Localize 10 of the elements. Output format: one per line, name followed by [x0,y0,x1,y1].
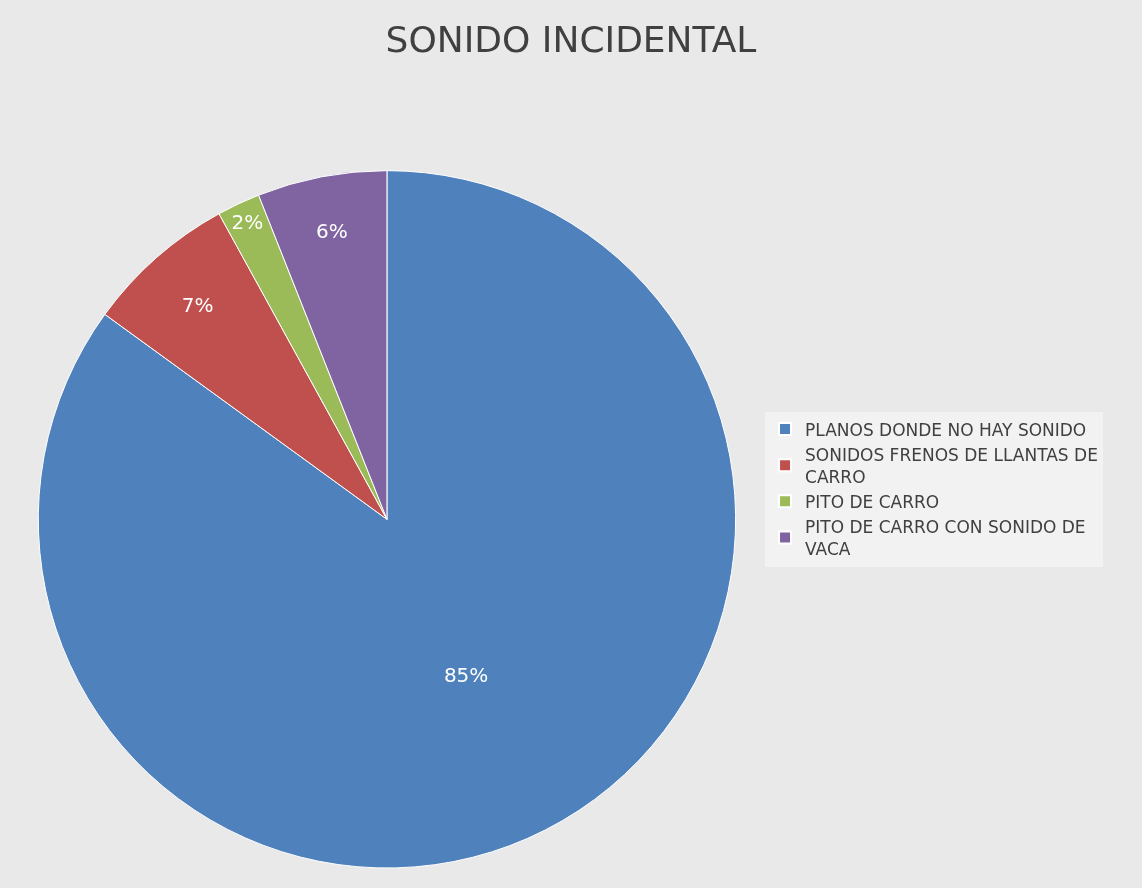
data-label: 85% [443,662,489,687]
chart-title: SONIDO INCIDENTAL [385,18,757,60]
data-label: 6% [316,218,348,243]
data-label: 2% [231,210,264,235]
pie-slice [37,170,736,869]
legend-label: SONIDOS FRENOS DE LLANTAS DE CARRO [805,444,1098,487]
legend-label: PITO DE CARRO [805,491,940,512]
legend-label: PLANOS DONDE NO HAY SONIDO [805,419,1087,440]
data-label: 7% [181,292,214,317]
legend-label: PITO DE CARRO CON SONIDO DE VACA [805,517,1086,560]
